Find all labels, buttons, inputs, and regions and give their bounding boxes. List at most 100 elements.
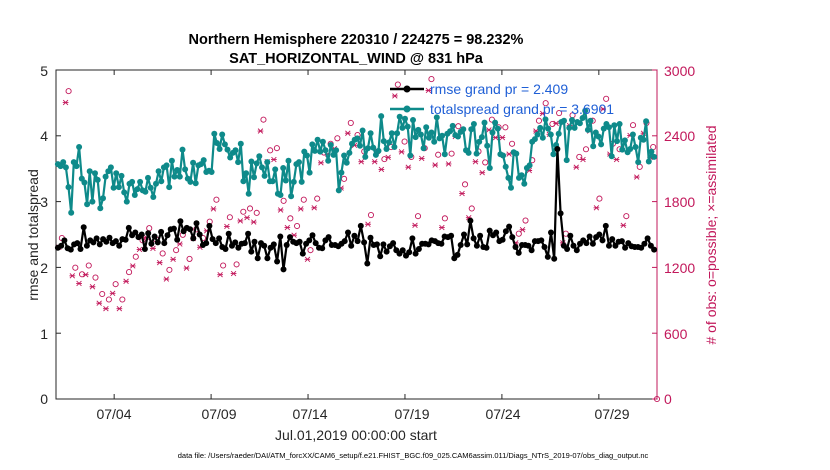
rmse-point xyxy=(61,237,68,244)
rmse-point xyxy=(551,255,558,262)
rmse-point xyxy=(154,239,161,246)
totalspread-point xyxy=(224,146,231,153)
rmse-point xyxy=(589,240,596,247)
totalspread-point xyxy=(174,167,181,173)
rmse-point xyxy=(618,238,625,245)
rmse-point xyxy=(377,253,384,260)
totalspread-point xyxy=(280,165,287,171)
totalspread-point xyxy=(417,131,424,138)
y-right-tick-label: 0 xyxy=(664,391,672,407)
rmse-point xyxy=(586,233,593,240)
y-left-tick-label: 0 xyxy=(40,391,48,407)
obs-assimilated-marker xyxy=(573,164,580,170)
obs-assimilated-marker xyxy=(633,174,640,180)
totalspread-point xyxy=(221,141,228,148)
totalspread-point xyxy=(153,180,159,187)
rmse-point xyxy=(296,238,303,245)
rmse-point xyxy=(67,246,74,253)
totalspread-point xyxy=(561,117,567,124)
rmse-point xyxy=(541,244,548,250)
rmse-point xyxy=(145,230,152,237)
totalspread-point xyxy=(343,159,350,166)
y-axis-left-label: rmse and totalspread xyxy=(25,169,41,301)
obs-possible-marker xyxy=(146,225,153,232)
obs-assimilated-marker xyxy=(76,280,82,287)
totalspread-point xyxy=(590,143,597,150)
totalspread-point xyxy=(168,157,175,164)
legend-spread-label: totalspread grand pr = 3.6901 xyxy=(430,101,614,117)
rmse-point xyxy=(77,246,84,252)
obs-possible-marker xyxy=(65,88,72,95)
legend-spread-marker xyxy=(403,105,411,113)
totalspread-point xyxy=(216,146,223,152)
rmse-point xyxy=(573,247,580,254)
totalspread-point xyxy=(614,138,620,145)
totalspread-point xyxy=(129,178,136,185)
obs-assimilated-marker xyxy=(398,149,405,155)
rmse-point xyxy=(116,242,123,249)
obs-possible-marker xyxy=(441,215,448,222)
obs-assimilated-marker xyxy=(129,263,136,269)
rmse-point xyxy=(512,244,519,250)
rmse-point xyxy=(274,258,281,265)
obs-possible-marker xyxy=(287,215,294,222)
totalspread-point xyxy=(219,131,226,138)
y-left-tick-label: 3 xyxy=(40,194,48,210)
totalspread-point xyxy=(60,159,67,166)
totalspread-point xyxy=(481,119,488,126)
totalspread-point xyxy=(243,170,250,177)
totalspread-point xyxy=(489,129,496,136)
x-tick-label: 07/14 xyxy=(292,406,327,422)
totalspread-point xyxy=(110,184,117,191)
totalspread-point xyxy=(420,145,427,152)
obs-possible-marker xyxy=(334,135,341,142)
totalspread-point xyxy=(364,145,371,152)
totalspread-point xyxy=(150,194,157,200)
totalspread-point xyxy=(171,173,178,180)
rmse-point xyxy=(644,235,651,242)
rmse-point xyxy=(264,255,271,262)
obs-assimilated-marker xyxy=(150,245,156,252)
obs-possible-marker xyxy=(556,110,563,117)
obs-possible-marker xyxy=(253,209,260,216)
x-axis-ticks: 07/04 07/09 07/14 07/19 07/24 07/29 xyxy=(96,406,629,422)
rmse-point xyxy=(164,232,171,239)
totalspread-point xyxy=(428,129,435,136)
totalspread-point xyxy=(176,173,183,180)
totalspread-point xyxy=(402,115,408,122)
rmse-point xyxy=(345,229,351,236)
totalspread-point xyxy=(333,147,340,154)
obs-assimilated-marker xyxy=(89,284,96,290)
rmse-point xyxy=(544,253,551,260)
totalspread-point xyxy=(227,154,234,161)
totalspread-point xyxy=(314,136,321,143)
obs-assimilated-marker xyxy=(210,206,217,212)
totalspread-point xyxy=(606,124,612,131)
obs-possible-marker xyxy=(173,247,180,254)
obs-possible-marker xyxy=(267,147,274,154)
obs-possible-marker xyxy=(186,255,193,262)
rmse-point xyxy=(412,250,419,257)
obs-possible-marker xyxy=(72,264,79,271)
rmse-point xyxy=(74,240,81,247)
rmse-point xyxy=(502,228,509,235)
totalspread-point xyxy=(648,148,655,155)
rmse-point xyxy=(454,251,461,258)
obs-possible-marker xyxy=(347,119,354,126)
totalspread-point xyxy=(492,119,499,126)
totalspread-point xyxy=(611,122,618,129)
totalspread-point xyxy=(182,166,189,173)
rmse-point xyxy=(125,224,132,231)
obs-assimilated-marker xyxy=(136,246,143,253)
totalspread-point xyxy=(521,180,528,187)
obs-assimilated-marker xyxy=(156,259,163,266)
totalspread-point xyxy=(134,186,141,193)
obs-assimilated-marker xyxy=(439,224,445,231)
rmse-point xyxy=(606,242,612,249)
rmse-point xyxy=(554,146,561,152)
totalspread-point xyxy=(388,130,395,137)
rmse-point xyxy=(612,242,619,249)
totalspread-point xyxy=(508,184,514,191)
totalspread-point xyxy=(576,120,583,127)
obs-possible-marker xyxy=(85,262,92,269)
